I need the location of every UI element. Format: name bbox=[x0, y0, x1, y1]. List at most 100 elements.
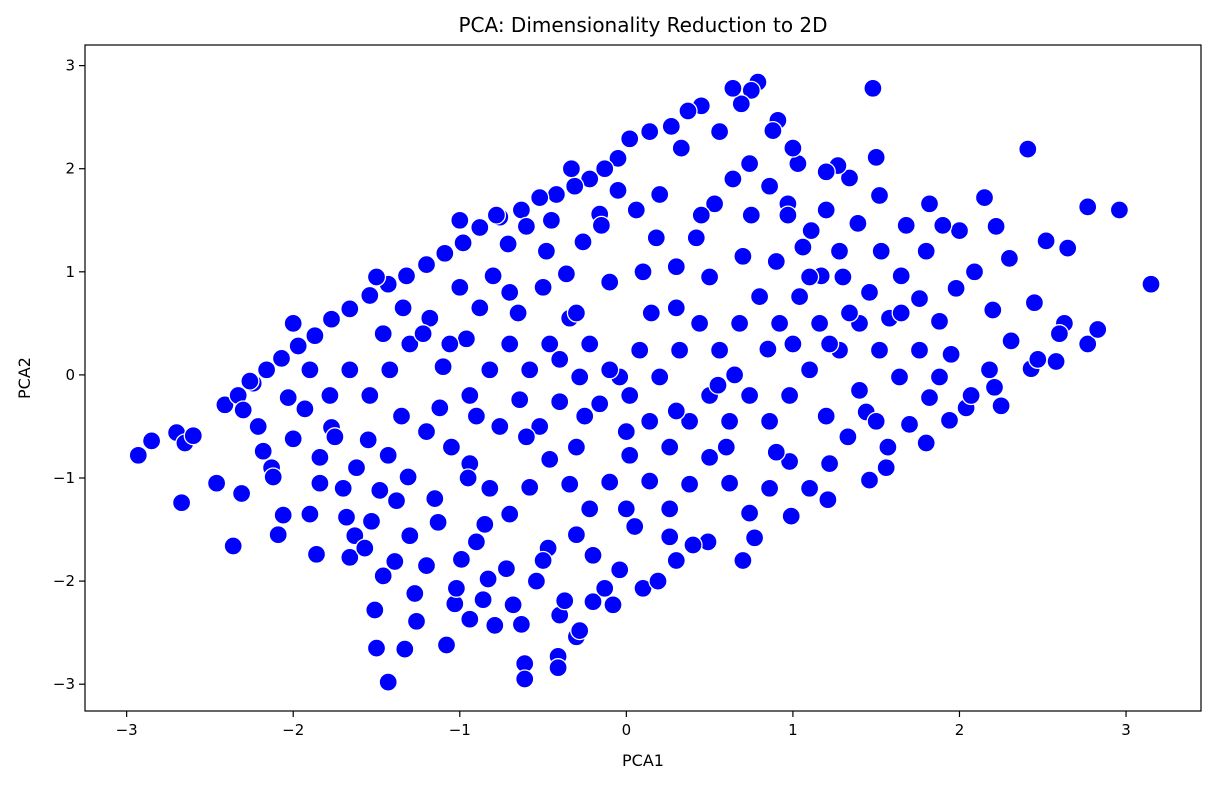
data-point bbox=[640, 411, 660, 431]
data-point bbox=[799, 360, 820, 380]
data-point bbox=[779, 451, 800, 472]
data-point bbox=[485, 615, 505, 636]
data-point bbox=[183, 426, 203, 446]
data-point bbox=[600, 472, 620, 492]
points-layer bbox=[128, 72, 1161, 692]
y-axis-label: PCA2 bbox=[15, 357, 34, 399]
data-point bbox=[306, 544, 327, 564]
data-point bbox=[819, 334, 840, 354]
data-point bbox=[839, 168, 860, 188]
y-tick-label: 1 bbox=[65, 263, 75, 281]
data-point bbox=[608, 148, 628, 169]
data-point bbox=[739, 385, 760, 406]
data-point bbox=[273, 505, 293, 525]
data-point bbox=[650, 184, 670, 205]
y-tick-label: 2 bbox=[65, 160, 75, 178]
data-point bbox=[550, 392, 570, 412]
data-point bbox=[310, 473, 330, 493]
data-point bbox=[526, 571, 547, 591]
data-point bbox=[283, 313, 303, 334]
data-point bbox=[919, 194, 940, 214]
data-point bbox=[458, 468, 478, 488]
data-point bbox=[733, 246, 753, 266]
data-point bbox=[533, 550, 553, 571]
data-point bbox=[378, 672, 398, 692]
data-point bbox=[848, 213, 868, 234]
data-point bbox=[340, 360, 360, 380]
data-point bbox=[385, 551, 405, 572]
data-point bbox=[999, 248, 1020, 269]
data-point bbox=[566, 437, 587, 457]
data-point bbox=[365, 600, 385, 620]
data-point bbox=[373, 566, 393, 586]
data-point bbox=[891, 303, 911, 323]
data-point bbox=[871, 241, 891, 261]
data-point bbox=[909, 340, 930, 360]
data-point bbox=[1109, 200, 1130, 220]
data-point bbox=[548, 658, 568, 678]
data-point bbox=[483, 266, 503, 286]
data-point bbox=[575, 406, 595, 426]
data-point bbox=[876, 458, 896, 478]
data-point bbox=[933, 215, 953, 236]
data-point bbox=[546, 184, 567, 205]
data-point bbox=[686, 228, 706, 248]
data-point bbox=[520, 477, 540, 497]
data-point bbox=[416, 555, 437, 576]
data-point bbox=[679, 411, 700, 431]
data-point bbox=[666, 401, 686, 421]
data-point bbox=[435, 243, 455, 263]
data-point bbox=[490, 416, 510, 437]
data-point bbox=[320, 385, 340, 406]
data-point bbox=[333, 478, 353, 498]
data-point bbox=[355, 538, 375, 558]
data-point bbox=[661, 116, 681, 137]
data-point bbox=[1049, 324, 1070, 344]
data-point bbox=[295, 399, 315, 419]
data-point bbox=[620, 445, 640, 465]
data-point bbox=[839, 303, 860, 323]
data-point bbox=[566, 303, 587, 323]
y-tick-label: −1 bbox=[53, 469, 75, 487]
data-point bbox=[565, 176, 585, 196]
data-point bbox=[358, 430, 378, 450]
data-point bbox=[425, 488, 445, 509]
data-point bbox=[866, 147, 886, 168]
data-point bbox=[691, 205, 711, 225]
data-point bbox=[340, 299, 360, 319]
data-point bbox=[789, 286, 810, 307]
data-point bbox=[671, 138, 691, 158]
data-point bbox=[206, 473, 227, 493]
data-point bbox=[666, 298, 686, 318]
data-point bbox=[433, 357, 453, 377]
data-point bbox=[626, 200, 646, 220]
data-point bbox=[530, 187, 550, 208]
data-point bbox=[600, 360, 620, 380]
data-point bbox=[974, 187, 995, 208]
data-point bbox=[520, 360, 540, 380]
data-point bbox=[595, 159, 615, 179]
data-point bbox=[253, 441, 273, 461]
data-point bbox=[378, 445, 398, 465]
data-point bbox=[709, 121, 730, 142]
x-tick-label: 0 bbox=[622, 721, 632, 739]
data-point bbox=[979, 360, 1000, 380]
data-point bbox=[783, 334, 803, 354]
y-tick-label: −3 bbox=[53, 675, 75, 693]
x-tick-label: 2 bbox=[955, 721, 965, 739]
data-point bbox=[660, 437, 680, 457]
x-axis-label: PCA1 bbox=[622, 751, 664, 770]
data-point bbox=[679, 474, 700, 494]
data-point bbox=[436, 635, 457, 655]
data-point bbox=[360, 285, 380, 306]
data-point bbox=[683, 535, 703, 555]
data-point bbox=[640, 471, 660, 491]
data-point bbox=[809, 313, 830, 334]
data-point bbox=[300, 360, 320, 380]
data-point bbox=[373, 324, 393, 344]
data-point bbox=[919, 387, 940, 408]
data-point bbox=[480, 360, 500, 380]
data-point bbox=[540, 334, 560, 354]
data-point bbox=[625, 516, 645, 537]
data-point bbox=[486, 205, 507, 225]
